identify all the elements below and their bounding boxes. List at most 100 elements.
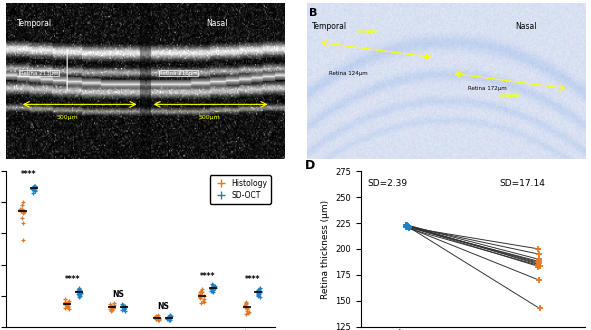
Point <box>243 311 253 316</box>
Point <box>153 317 163 322</box>
Point <box>255 289 265 294</box>
Point <box>64 298 74 303</box>
Point <box>108 307 117 313</box>
Point <box>31 183 40 188</box>
Point <box>30 188 40 194</box>
Point <box>244 309 254 314</box>
Point <box>195 289 204 294</box>
Point <box>107 303 116 308</box>
Point <box>30 185 40 190</box>
Point <box>75 287 85 293</box>
Point <box>108 304 117 310</box>
Point <box>61 302 71 308</box>
Point <box>254 292 263 298</box>
Point <box>121 309 130 314</box>
Point <box>210 285 220 291</box>
Point <box>28 185 38 191</box>
Point <box>255 285 265 291</box>
Point <box>401 224 410 230</box>
Point <box>76 293 85 298</box>
Point <box>164 315 174 321</box>
Point <box>535 259 544 264</box>
Point <box>118 301 127 306</box>
Point <box>195 291 204 296</box>
Point <box>18 203 27 208</box>
Point <box>404 226 414 231</box>
Point <box>534 261 543 266</box>
Point <box>165 316 174 321</box>
Point <box>109 300 118 306</box>
Point <box>109 305 118 311</box>
Text: Temporal: Temporal <box>312 22 348 31</box>
Point <box>61 300 70 305</box>
Point <box>241 312 251 317</box>
Point <box>30 183 39 189</box>
Point <box>197 290 207 295</box>
Point <box>163 316 172 322</box>
Point <box>254 290 263 296</box>
Point <box>74 292 84 298</box>
Point <box>63 303 72 308</box>
Point <box>18 200 28 205</box>
Point <box>241 305 250 310</box>
Point <box>198 298 207 303</box>
Point <box>208 286 217 291</box>
Point <box>255 290 264 295</box>
Text: Retina 213μm: Retina 213μm <box>20 71 59 76</box>
Point <box>64 304 73 309</box>
Text: Temporal: Temporal <box>17 19 52 28</box>
Point <box>27 187 37 192</box>
Point <box>241 304 251 310</box>
Point <box>154 316 164 322</box>
Point <box>108 305 118 311</box>
Point <box>533 246 543 251</box>
Text: 500μm: 500μm <box>56 115 78 120</box>
Point <box>252 288 262 293</box>
Point <box>534 278 544 283</box>
Point <box>196 300 206 306</box>
Text: NS: NS <box>112 290 124 299</box>
Point <box>121 303 130 308</box>
Point <box>28 190 38 196</box>
Point <box>106 307 115 312</box>
Point <box>207 287 216 292</box>
Point <box>61 300 70 306</box>
Point <box>75 292 85 297</box>
Point <box>151 315 161 320</box>
Point <box>535 251 544 257</box>
Point <box>73 291 83 296</box>
Point <box>119 304 128 309</box>
Text: A: A <box>9 8 17 18</box>
Point <box>195 292 204 297</box>
Point <box>61 302 71 307</box>
Point <box>60 297 70 302</box>
Point <box>164 314 174 319</box>
Point <box>20 208 29 214</box>
Point <box>404 224 413 230</box>
Point <box>20 210 29 215</box>
Point <box>64 307 73 312</box>
Point <box>64 301 73 306</box>
Point <box>243 308 252 313</box>
Text: Nasal: Nasal <box>206 19 228 28</box>
Point <box>119 302 128 308</box>
Point <box>163 315 173 320</box>
Point <box>208 283 217 289</box>
Point <box>105 302 115 307</box>
Point <box>404 223 413 229</box>
Point <box>119 304 129 310</box>
Point <box>119 306 129 311</box>
Point <box>18 210 27 215</box>
Point <box>120 307 129 312</box>
Text: ****: **** <box>66 276 81 284</box>
Point <box>165 312 175 317</box>
Point <box>254 287 264 292</box>
Point <box>60 305 70 311</box>
Text: 500μm: 500μm <box>199 115 220 120</box>
Y-axis label: Retina thickness (μm): Retina thickness (μm) <box>321 199 330 299</box>
Point <box>16 207 25 213</box>
Point <box>207 282 217 287</box>
Point <box>533 262 543 267</box>
Point <box>401 223 411 229</box>
Point <box>242 307 252 312</box>
